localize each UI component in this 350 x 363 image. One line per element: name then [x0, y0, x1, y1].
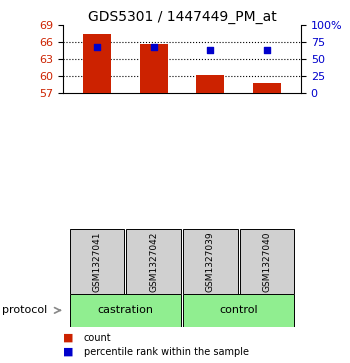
Bar [253, 83, 281, 93]
Bar [126, 229, 181, 294]
Point [208, 47, 213, 53]
Bar [183, 229, 238, 294]
Text: ■: ■ [63, 333, 74, 343]
Bar [70, 294, 181, 327]
Bar [83, 34, 111, 93]
Text: percentile rank within the sample: percentile rank within the sample [84, 347, 249, 357]
Text: GSM1327042: GSM1327042 [149, 231, 158, 291]
Bar [196, 75, 224, 93]
Text: castration: castration [97, 305, 153, 315]
Bar [140, 44, 168, 93]
Point [151, 44, 156, 50]
Text: GSM1327040: GSM1327040 [262, 231, 272, 291]
Text: control: control [219, 305, 258, 315]
Text: count: count [84, 333, 112, 343]
Text: ■: ■ [63, 347, 74, 357]
Text: protocol: protocol [2, 305, 47, 315]
Bar [183, 294, 294, 327]
Point [94, 44, 100, 49]
Point [264, 47, 270, 53]
Text: GSM1327041: GSM1327041 [92, 231, 102, 291]
Title: GDS5301 / 1447449_PM_at: GDS5301 / 1447449_PM_at [88, 11, 276, 24]
Bar [240, 229, 294, 294]
Text: GSM1327039: GSM1327039 [206, 231, 215, 292]
Bar [70, 229, 124, 294]
